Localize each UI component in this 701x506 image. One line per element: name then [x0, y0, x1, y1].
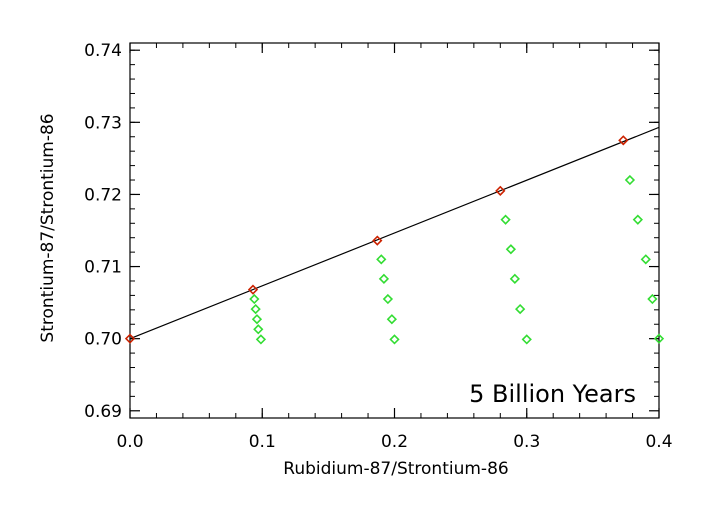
x-tick-label: 0.4	[645, 432, 672, 452]
plot-area: 0.0 0.1 0.2 0.3 0.4 0.69 0.70 0.71 0.72 0.73 0.74	[84, 41, 672, 452]
plot-frame	[129, 42, 660, 419]
y-tick-label: 0.69	[84, 402, 122, 422]
x-tick-label: 0.0	[116, 432, 143, 452]
x-tick-label: 0.1	[249, 432, 276, 452]
data-point	[521, 334, 532, 345]
data-point	[653, 333, 665, 344]
x-tick-label: 0.2	[381, 432, 408, 452]
data-point	[624, 174, 636, 186]
y-tick-label: 0.71	[84, 258, 122, 278]
y-tick-label: 0.74	[84, 41, 122, 61]
data-point	[382, 293, 394, 305]
y-axis-title: Strontium-87/Strontium-86	[38, 113, 58, 342]
y-tick-label: 0.70	[84, 330, 122, 350]
data-point	[647, 293, 658, 305]
data-point	[253, 324, 264, 335]
data-point	[247, 284, 259, 295]
data-point	[389, 334, 400, 345]
data-point	[372, 235, 383, 246]
data-point	[500, 214, 511, 225]
data-point	[124, 333, 136, 344]
data-point	[505, 244, 517, 255]
data-point	[515, 303, 526, 315]
x-tick-label: 0.3	[513, 432, 540, 452]
data-point	[386, 314, 397, 325]
data-point	[255, 334, 267, 345]
data-point	[495, 185, 506, 196]
data-point	[378, 273, 390, 284]
isochron-line	[129, 126, 660, 340]
data-point	[250, 303, 261, 315]
data-point	[251, 314, 263, 325]
age-annotation: 5 Billion Years	[469, 380, 636, 408]
data-point	[376, 254, 387, 265]
data-point	[509, 273, 520, 284]
y-tick-label: 0.73	[84, 113, 122, 133]
data-point	[618, 135, 629, 146]
data-point	[640, 254, 651, 265]
x-axis-title: Rubidium-87/Strontium-86	[283, 459, 508, 479]
data-point	[249, 293, 260, 305]
data-point	[632, 214, 643, 225]
y-tick-label: 0.72	[84, 185, 122, 205]
